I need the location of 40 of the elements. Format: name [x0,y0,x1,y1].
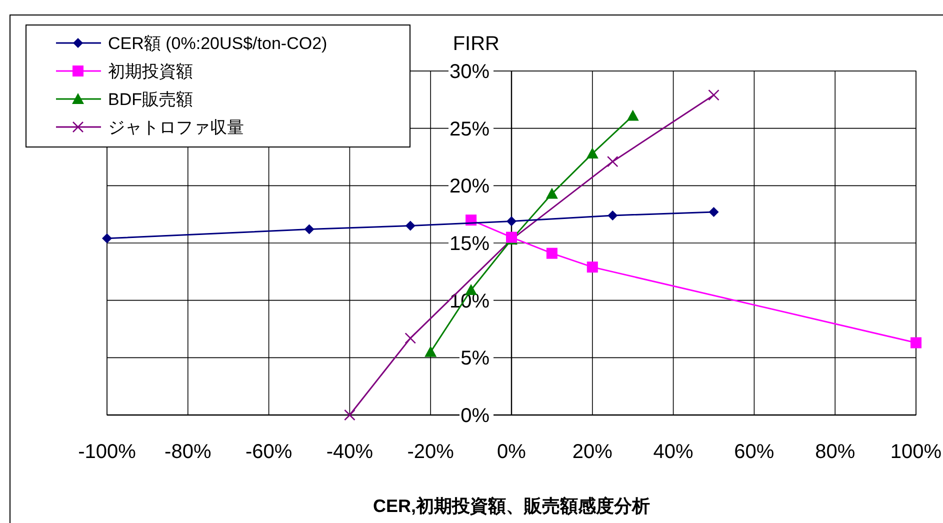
y-tick-label: 30% [449,61,490,83]
point [304,224,314,234]
point [404,332,416,344]
x-tick-label: -100% [78,441,136,463]
legend-label: BDF販売額 [108,90,193,109]
y-tick-label: 15% [449,233,490,255]
x-tick-label: 100% [890,441,942,463]
point [344,409,356,421]
x-tick-label: -20% [407,441,454,463]
point [708,207,719,218]
x-tick-label: 60% [734,441,774,463]
legend-label: 初期投資額 [108,62,193,81]
x-tick-label: 0% [497,441,526,463]
x-tick-label: 80% [815,441,856,463]
point [608,210,618,220]
point [102,233,112,244]
point [586,262,598,273]
x-tick-label: -60% [245,441,292,463]
y-axis-title: FIRR [452,33,500,55]
x-tick-label: 20% [572,441,613,463]
x-tick-label: -40% [326,441,374,463]
point [708,89,720,101]
point [546,248,558,259]
y-tick-label: 5% [460,348,490,370]
y-tick-label: 0% [460,405,490,427]
point [606,156,618,168]
text: CER,初期投資額、販売額感度分析 [372,496,650,516]
point [405,220,416,231]
point [546,188,558,199]
point [424,346,437,357]
point [626,110,639,121]
y-tick-label: 25% [449,118,490,140]
y-tick-label: 20% [449,176,490,198]
legend-label: CER額 (0%:20US$/ton-CO2) [108,34,328,53]
x-tick-label: -80% [164,441,212,463]
point [586,148,598,159]
legend-label: ジャトロファ収量 [108,118,244,137]
point [910,337,922,348]
x-tick-label: 40% [653,441,694,463]
point [506,216,516,226]
